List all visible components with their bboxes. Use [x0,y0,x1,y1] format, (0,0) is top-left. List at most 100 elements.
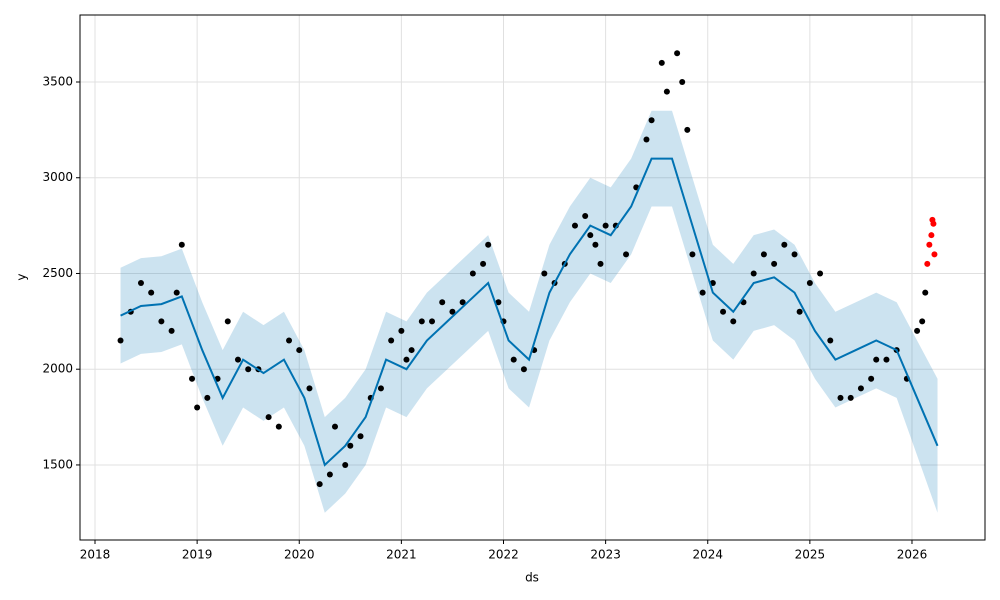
data-point [117,337,124,344]
data-point [418,318,425,325]
data-point [699,289,706,296]
data-point [398,327,405,334]
data-point [658,59,665,66]
data-point [679,79,686,86]
data-point [914,327,921,334]
data-point [597,260,604,267]
data-point [178,241,185,248]
data-point [791,251,798,258]
data-point [204,394,211,401]
data-point [623,251,630,258]
data-point [930,220,937,227]
x-axis-label: ds [525,571,539,585]
data-point [265,414,272,421]
x-tick-label: 2024 [692,548,723,562]
data-point [342,461,349,468]
data-point [781,241,788,248]
data-point [520,366,527,373]
data-point [648,117,655,124]
data-point [316,481,323,488]
data-point [137,280,144,287]
data-point [730,318,737,325]
data-point [306,385,313,392]
data-point [868,375,875,382]
data-point [189,375,196,382]
data-point [495,299,502,306]
data-point [326,471,333,478]
data-point [931,251,938,258]
data-point [760,251,767,258]
data-point [168,327,175,334]
data-point [510,356,517,363]
data-point [827,337,834,344]
forecast-line [120,157,939,467]
data-point [485,241,492,248]
data-point [296,347,303,354]
data-point [439,299,446,306]
data-point [924,260,931,267]
data-point [720,308,727,315]
data-point [403,356,410,363]
data-point [922,289,929,296]
data-point [582,213,589,220]
y-axis-label: y [15,273,29,280]
x-tick-label: 2019 [182,548,213,562]
data-point [689,251,696,258]
data-point [926,241,933,248]
data-point [224,318,231,325]
x-tick-label: 2021 [386,548,417,562]
data-point [194,404,201,411]
data-point [919,318,926,325]
data-point [771,260,778,267]
data-point [158,318,165,325]
x-tick-label: 2023 [590,548,621,562]
data-point [469,270,476,277]
data-point [674,50,681,57]
y-tick-label: 3500 [42,75,73,89]
data-point [245,366,252,373]
data-point [388,337,395,344]
data-point [347,442,354,449]
data-point [796,308,803,315]
data-point [883,356,890,363]
data-point [275,423,282,430]
y-tick-label: 3000 [42,170,73,184]
data-point [750,270,757,277]
data-point [928,232,935,239]
data-point [173,289,180,296]
data-point [331,423,338,430]
data-point [480,260,487,267]
y-tick-label: 1500 [42,457,73,471]
data-point [837,394,844,401]
data-point [592,241,599,248]
data-point [806,280,813,287]
data-point [817,270,824,277]
data-point [663,88,670,95]
data-point [286,337,293,344]
data-point [541,270,548,277]
x-tick-label: 2026 [897,548,928,562]
y-tick-label: 2000 [42,362,73,376]
x-tick-label: 2022 [488,548,519,562]
data-point [847,394,854,401]
data-point [571,222,578,229]
data-point [429,318,436,325]
y-tick-label: 2500 [42,266,73,280]
data-point [587,232,594,239]
uncertainty-band [120,110,938,513]
data-point [148,289,155,296]
data-point [449,308,456,315]
data-point [684,126,691,133]
x-tick-label: 2018 [80,548,111,562]
data-point [408,347,415,354]
data-point [357,433,364,440]
data-point [459,299,466,306]
data-point [643,136,650,143]
data-point [857,385,864,392]
x-tick-label: 2020 [284,548,315,562]
data-point [377,385,384,392]
x-tick-label: 2025 [795,548,826,562]
plot-frame [79,14,986,541]
data-point [602,222,609,229]
